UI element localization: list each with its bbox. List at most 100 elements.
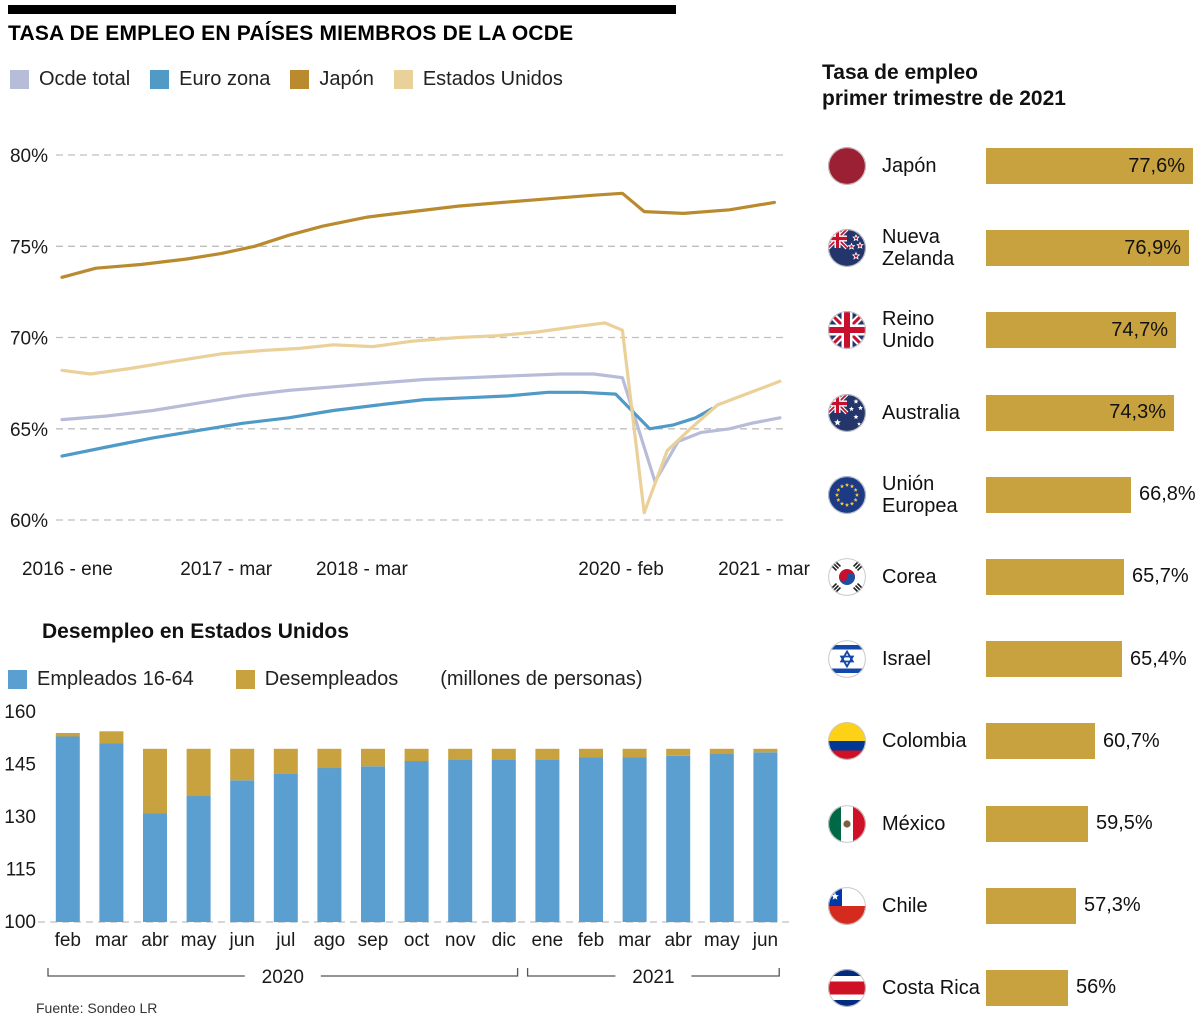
uk-flag-icon [828, 311, 866, 350]
country-row-mexico: México 59,5% [822, 804, 1200, 844]
country-bar: 77,6% [986, 148, 1193, 184]
legend-swatch-icon [290, 70, 310, 89]
year-group-label: 2020 [262, 967, 304, 988]
y-axis-tick-label: 65% [10, 420, 48, 441]
japan-flag-icon [828, 147, 866, 185]
country-bar [986, 805, 1088, 842]
x-axis-month-label: mar [618, 930, 651, 951]
country-value: 66,8% [1139, 483, 1196, 506]
eu-flag-icon [828, 475, 866, 514]
x-axis-tick-label: 2020 - feb [578, 559, 664, 580]
legend-item-euro-zona: Euro zona [150, 68, 270, 91]
mexico-flag-icon [828, 804, 866, 843]
country-value: 57,3% [1084, 894, 1141, 917]
country-row-newzealand: Nueva Zelanda 76,9% [822, 226, 1200, 271]
country-bar: 74,7% [986, 312, 1176, 349]
country-value: 74,7% [1111, 318, 1168, 341]
stacked-bar [143, 748, 167, 922]
chile-flag-icon [828, 886, 866, 925]
line-series-estados-unidos [60, 321, 782, 515]
line-chart-legend: Ocde total Euro zona Japón Estados Unidos [10, 68, 563, 91]
y-axis-tick-label: 80% [10, 146, 48, 167]
country-row-australia: Australia 74,3% [822, 393, 1200, 433]
legend-label: Euro zona [179, 68, 271, 90]
legend-item-desempleados: Desempleados [235, 668, 399, 691]
y-axis-tick-label: 130 [4, 807, 36, 828]
legend-item-ocde-total: Ocde total [10, 68, 130, 91]
country-name: México [882, 812, 946, 835]
stacked-bar [186, 748, 211, 922]
stacked-bar [753, 748, 778, 923]
y-axis-tick-label: 70% [10, 329, 48, 350]
country-row-southkorea: Corea 65,7% [822, 557, 1200, 597]
bar-chart-title: Desempleo en Estados Unidos [42, 620, 349, 643]
legend-label: Empleados 16-64 [37, 668, 194, 690]
stacked-bar [273, 748, 298, 923]
country-bar [986, 476, 1131, 513]
legend-item-japon: Japón [290, 68, 374, 91]
country-value: 65,7% [1132, 565, 1189, 588]
x-axis-month-label: nov [445, 930, 476, 951]
country-row-uk: Reino Unido 74,7% [822, 308, 1200, 353]
bar-chart-legend: Empleados 16-64 Desempleados (millones de … [8, 668, 643, 691]
stacked-bar [491, 748, 516, 923]
x-axis-month-label: abr [141, 930, 169, 951]
line-series-ocde-total [60, 372, 782, 484]
y-axis-tick-label: 60% [10, 511, 48, 532]
legend-item-empleados: Empleados 16-64 [8, 668, 194, 691]
country-row-japan: Japón 77,6% [822, 146, 1200, 186]
x-axis-month-label: abr [664, 930, 692, 951]
stacked-bar [361, 748, 385, 923]
country-bar [986, 558, 1124, 595]
stacked-bar [709, 748, 734, 922]
stacked-bar [666, 748, 691, 923]
country-value: 56% [1076, 976, 1117, 999]
colombia-flag-icon [828, 722, 866, 761]
ocde-employment-line-chart: 80% 75% 70% 65% 60% 2016 - ene 2017 - mar 2018 … [0, 110, 812, 590]
country-row-colombia: Colombia 60,7% [822, 721, 1200, 761]
legend-item-estados-unidos: Estados Unidos [393, 68, 563, 91]
source-note: Fuente: Sondeo LR [36, 1000, 158, 1016]
country-ranking-list: Japón 77,6% Nueva Zelanda 76,9% Reino Unid… [822, 146, 1200, 1008]
x-axis-month-label: ene [532, 930, 564, 951]
legend-label: Ocde total [39, 68, 131, 90]
country-value: 77,6% [1128, 154, 1185, 177]
y-axis-tick-label: 75% [10, 237, 48, 258]
x-axis-month-label: jun [752, 930, 778, 951]
country-name: Japón [882, 155, 937, 177]
country-value: 60,7% [1103, 729, 1160, 752]
stacked-bar [622, 748, 647, 922]
country-value: 74,3% [1109, 401, 1166, 424]
y-axis-tick-label: 160 [4, 702, 36, 723]
x-axis-month-label: jun [229, 930, 255, 951]
country-name: Reino Unido [882, 308, 935, 353]
line-series-euro-zona [60, 390, 714, 458]
country-name: Unión Europea [882, 472, 958, 517]
legend-swatch-icon [150, 70, 170, 89]
legend-unit-note: (millones de personas) [440, 668, 643, 690]
country-value: 59,5% [1096, 812, 1153, 834]
israel-flag-icon [828, 640, 866, 679]
x-axis-month-label: feb [55, 930, 81, 951]
x-axis-month-label: dic [492, 930, 516, 951]
country-row-israel: Israel 65,4% [822, 639, 1200, 679]
x-axis-tick-label: 2021 - mar [718, 559, 811, 580]
country-name: Colombia [882, 730, 967, 753]
legend-swatch-icon [235, 670, 255, 689]
legend-label: Desempleados [264, 668, 399, 690]
southkorea-flag-icon [828, 557, 866, 596]
country-bar: 74,3% [986, 394, 1174, 431]
legend-swatch-icon [393, 70, 413, 89]
y-axis-tick-label: 100 [4, 912, 36, 933]
x-axis-month-label: mar [95, 930, 128, 951]
x-axis-month-label: may [704, 930, 740, 951]
country-value: 76,9% [1124, 236, 1181, 259]
y-axis-tick-label: 145 [4, 755, 36, 776]
x-axis-month-label: may [181, 930, 217, 951]
stacked-bar [404, 748, 429, 922]
country-bar [986, 969, 1068, 1006]
country-name: Australia [882, 401, 960, 424]
costarica-flag-icon [828, 968, 866, 1007]
country-name: Nueva Zelanda [882, 226, 955, 271]
country-name: Chile [882, 894, 928, 917]
